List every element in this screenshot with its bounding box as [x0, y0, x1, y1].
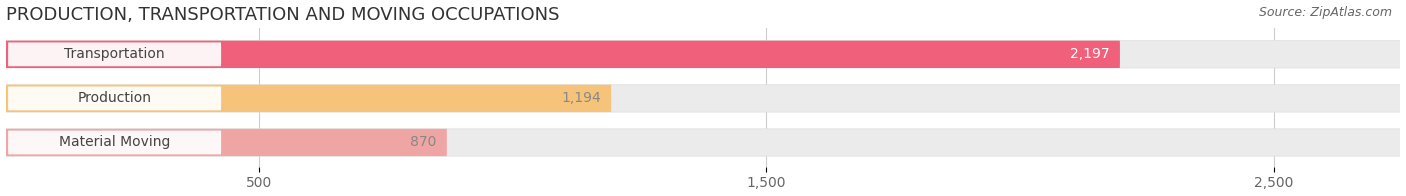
- FancyBboxPatch shape: [6, 85, 1400, 112]
- Text: PRODUCTION, TRANSPORTATION AND MOVING OCCUPATIONS: PRODUCTION, TRANSPORTATION AND MOVING OC…: [6, 5, 560, 24]
- FancyBboxPatch shape: [6, 41, 1400, 68]
- Text: 2,197: 2,197: [1070, 47, 1109, 61]
- Text: Source: ZipAtlas.com: Source: ZipAtlas.com: [1258, 6, 1392, 19]
- FancyBboxPatch shape: [8, 42, 221, 66]
- Text: 870: 870: [411, 135, 437, 150]
- Text: Material Moving: Material Moving: [59, 135, 170, 150]
- Text: Production: Production: [77, 91, 152, 105]
- FancyBboxPatch shape: [6, 41, 1121, 68]
- Text: 1,194: 1,194: [561, 91, 600, 105]
- FancyBboxPatch shape: [8, 86, 221, 110]
- FancyBboxPatch shape: [6, 129, 447, 156]
- FancyBboxPatch shape: [6, 129, 1400, 156]
- FancyBboxPatch shape: [8, 131, 221, 154]
- Text: Transportation: Transportation: [65, 47, 165, 61]
- FancyBboxPatch shape: [6, 85, 612, 112]
